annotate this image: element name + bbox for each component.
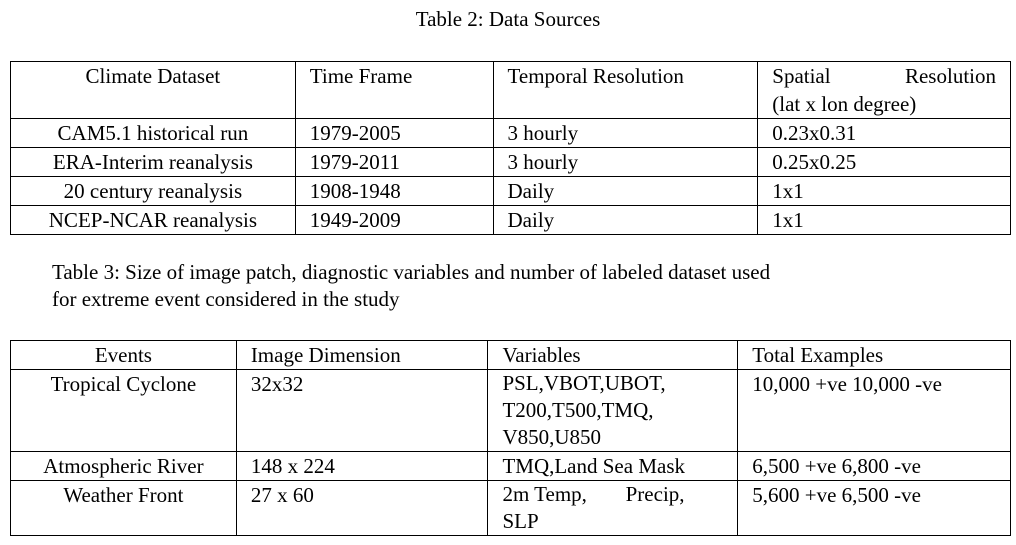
table-cell: 32x32 — [235, 369, 489, 452]
table-cell: 1979-2005 — [294, 118, 494, 148]
table-cell: 1979-2011 — [294, 147, 494, 177]
table-cell: 3 hourly — [492, 147, 759, 177]
table-cell: 20 century reanalysis — [10, 176, 296, 206]
table-cell: 148 x 224 — [235, 451, 489, 481]
column-header: Climate Dataset — [10, 61, 296, 119]
header-subline: (lat x lon degree) — [772, 92, 917, 116]
table2-caption: Table 2: Data Sources — [415, 7, 601, 31]
table-cell: CAM5.1 historical run — [10, 118, 296, 148]
table-cell: PSL,VBOT,UBOT, T200,T500,TMQ, V850,U850 — [487, 369, 739, 452]
cell-line: 2m Temp, Precip, — [502, 481, 723, 508]
table-cell: 10,000 +ve 10,000 -ve — [737, 369, 1011, 452]
data-sources-table: Climate Dataset Time Frame Temporal Reso… — [10, 61, 1011, 235]
table-cell: 1x1 — [757, 205, 1011, 235]
table-cell: ERA-Interim reanalysis — [10, 147, 296, 177]
table-cell: 5,600 +ve 6,500 -ve — [737, 480, 1011, 536]
table-cell: 3 hourly — [492, 118, 759, 148]
column-header: Spatial Resolution (lat x lon degree) — [757, 61, 1011, 119]
table-row: Weather Front 27 x 60 2m Temp, Precip, S… — [10, 480, 1011, 536]
column-header: Variables — [487, 340, 739, 370]
table-cell: 1908-1948 — [294, 176, 494, 206]
header-word: Spatial — [772, 64, 831, 88]
table-row: CAM5.1 historical run 1979-2005 3 hourly… — [10, 118, 1011, 148]
cell-line: V850,U850 — [502, 425, 602, 449]
table-cell: Weather Front — [10, 480, 237, 536]
table-row: Tropical Cyclone 32x32 PSL,VBOT,UBOT, T2… — [10, 369, 1011, 452]
table-cell: 2m Temp, Precip, SLP — [487, 480, 739, 536]
table-cell: 0.23x0.31 — [757, 118, 1011, 148]
cell-line: T200,T500,TMQ, — [502, 398, 654, 422]
column-header: Total Examples — [737, 340, 1011, 370]
table-cell: TMQ,Land Sea Mask — [487, 451, 739, 481]
table-row: Atmospheric River 148 x 224 TMQ,Land Sea… — [10, 451, 1011, 481]
header-word: Resolution — [904, 64, 996, 88]
column-header: Time Frame — [294, 61, 494, 119]
table-cell: 1x1 — [757, 176, 1011, 206]
table-row: NCEP-NCAR reanalysis 1949-2009 Daily 1x1 — [10, 205, 1011, 235]
cell-line: PSL,VBOT,UBOT, — [502, 371, 666, 395]
column-header: Temporal Resolution — [492, 61, 759, 119]
table-cell: Daily — [492, 176, 759, 206]
table-cell: Tropical Cyclone — [10, 369, 237, 452]
column-header: Events — [10, 340, 237, 370]
table-cell: Atmospheric River — [10, 451, 237, 481]
table3-caption-line2: for extreme event considered in the stud… — [52, 287, 400, 311]
table-row: ERA-Interim reanalysis 1979-2011 3 hourl… — [10, 147, 1011, 177]
cell-word: Precip, — [625, 482, 685, 506]
cell-word: 2m Temp, — [502, 482, 587, 506]
table-row: 20 century reanalysis 1908-1948 Daily 1x… — [10, 176, 1011, 206]
cell-line: SLP — [502, 509, 539, 533]
table3-caption-line1: Table 3: Size of image patch, diagnostic… — [52, 260, 771, 284]
table-header-row: Climate Dataset Time Frame Temporal Reso… — [10, 61, 1011, 119]
table-cell: NCEP-NCAR reanalysis — [10, 205, 296, 235]
table-header-row: Events Image Dimension Variables Total E… — [10, 340, 1011, 370]
table-cell: 1949-2009 — [294, 205, 494, 235]
table-cell: 6,500 +ve 6,800 -ve — [737, 451, 1011, 481]
table-cell: Daily — [492, 205, 759, 235]
table-cell: 0.25x0.25 — [757, 147, 1011, 177]
column-header: Image Dimension — [235, 340, 489, 370]
events-table: Events Image Dimension Variables Total E… — [10, 340, 1011, 536]
table-cell: 27 x 60 — [235, 480, 489, 536]
